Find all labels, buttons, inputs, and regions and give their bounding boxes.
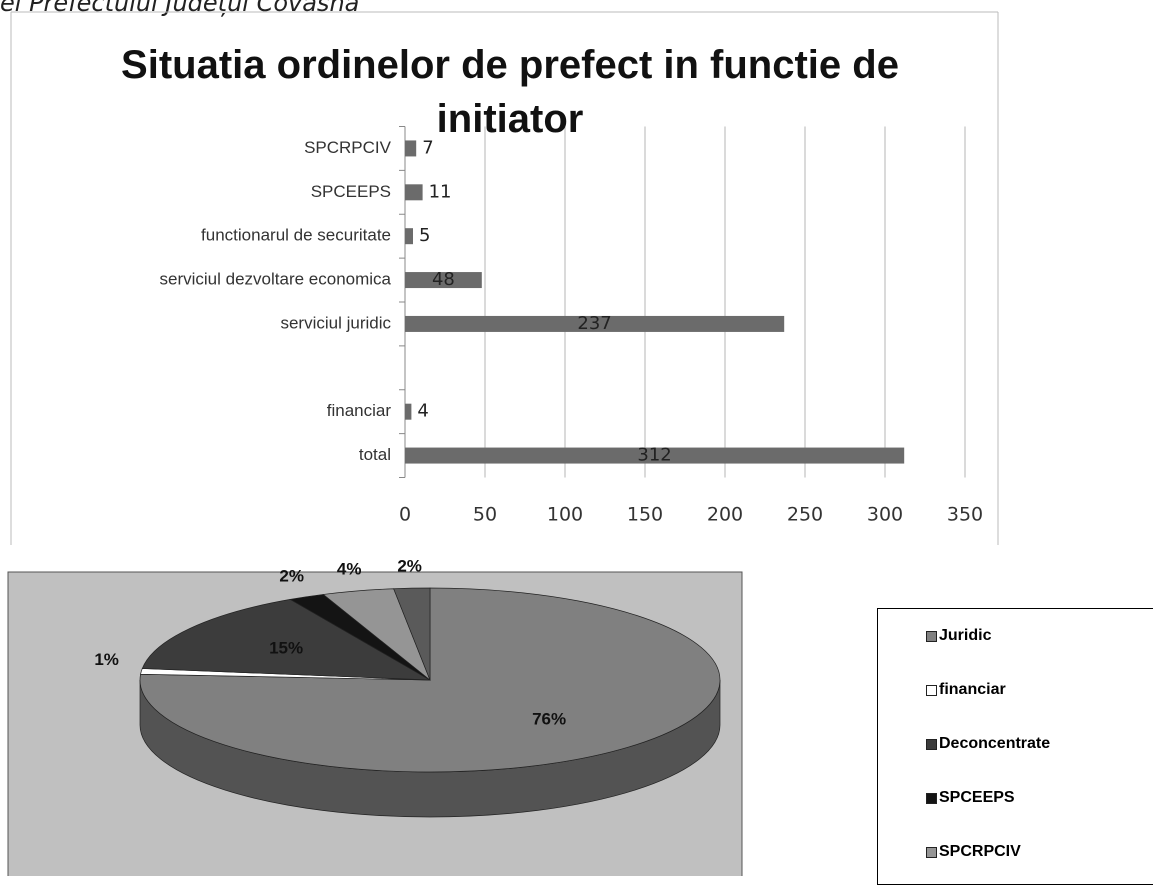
- data-label: 312: [637, 445, 671, 466]
- data-label: 48: [432, 269, 455, 290]
- y-tick-label: serviciul juridic: [280, 313, 391, 332]
- bar: [405, 228, 413, 245]
- data-label: 15%: [269, 638, 303, 657]
- data-label: 2%: [279, 566, 304, 585]
- legend-label: Deconcentrate: [939, 735, 1051, 752]
- y-tick-label: financiar: [327, 401, 392, 420]
- bar: [405, 403, 412, 420]
- data-label: 4%: [337, 560, 362, 579]
- bar: [405, 272, 482, 289]
- data-label: 5: [419, 225, 430, 246]
- x-tick-label: 0: [399, 504, 411, 526]
- data-label: 76%: [532, 710, 566, 729]
- data-label: 2%: [397, 560, 422, 576]
- header-text: ei Prefectului Județul Covasna: [0, 0, 360, 17]
- bar: [405, 447, 905, 464]
- pie-slice: [393, 587, 431, 681]
- x-tick-label: 200: [707, 504, 743, 526]
- pie-slice: [141, 599, 431, 681]
- legend-swatch: [926, 630, 937, 642]
- legend-entry: SPCRPCIV: [926, 843, 1021, 861]
- legend-label: Juridic: [939, 627, 992, 644]
- bar-chart: 0 50 100 150 200 250 300 350 SPCRPCIV 7 SPCEEPS 11 f…: [10, 11, 999, 545]
- data-label: 11: [429, 181, 452, 202]
- chart-title: Situatia ordinelor de prefect in functie…: [121, 43, 899, 141]
- data-label: 7: [422, 137, 433, 158]
- y-tick-label: SPCEEPS: [311, 182, 391, 201]
- legend-entry: financiar: [926, 681, 1006, 699]
- bar: [405, 315, 785, 332]
- y-tick-label: serviciul dezvoltare economica: [160, 270, 392, 289]
- legend: Juridic financiar Deconcentrate SPCEEPS SPCR…: [877, 608, 1153, 885]
- legend-label: SPCEEPS: [939, 789, 1015, 806]
- legend-swatch: [926, 684, 937, 696]
- x-tick-label: 50: [473, 504, 497, 526]
- bar: [405, 184, 423, 201]
- data-label: 1%: [94, 650, 119, 669]
- x-tick-label: 250: [787, 504, 823, 526]
- pie-chart: 76% 1% 15% 2% 4% 2%: [7, 560, 743, 876]
- data-label: 4: [417, 401, 428, 422]
- legend-label: financiar: [939, 681, 1006, 698]
- legend-swatch: [926, 792, 937, 804]
- legend-label: SPCRPCIV: [939, 843, 1021, 860]
- x-tick-label: 100: [547, 504, 583, 526]
- legend-entry: Juridic: [926, 627, 991, 645]
- x-tick-label: 300: [867, 504, 903, 526]
- x-tick-label: 350: [947, 504, 983, 526]
- y-tick-label: SPCRPCIV: [304, 138, 392, 157]
- legend-swatch: [926, 846, 937, 858]
- bar: [405, 140, 417, 157]
- legend-entry: SPCEEPS: [926, 789, 1015, 807]
- y-tick-label: total: [359, 445, 391, 464]
- x-tick-label: 150: [627, 504, 663, 526]
- legend-entry: Deconcentrate: [926, 735, 1050, 753]
- y-tick-label: functionarul de securitate: [201, 226, 391, 245]
- data-label: 237: [577, 313, 611, 334]
- legend-swatch: [926, 738, 937, 750]
